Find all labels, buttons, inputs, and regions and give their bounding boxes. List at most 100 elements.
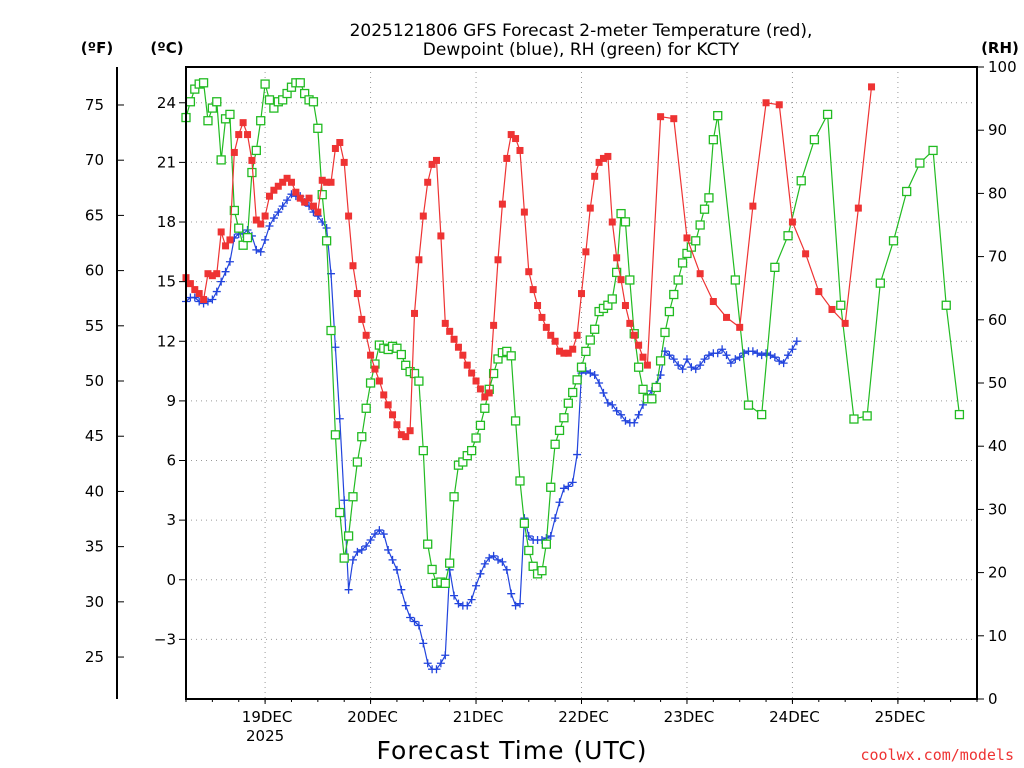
temperature-point [578, 290, 585, 298]
rh-tick-label: 90 [988, 121, 1007, 139]
dewpoint-point [322, 223, 331, 232]
dewpoint-point [225, 257, 234, 266]
rh-point [822, 109, 833, 120]
temperature-point [432, 156, 440, 164]
rh-point [647, 394, 657, 404]
dewpoint-point [682, 355, 691, 364]
temperature-point [569, 345, 577, 353]
temperature-point [683, 234, 691, 242]
dewpoint-point [564, 482, 573, 491]
temperature-point [582, 248, 590, 256]
temperature-point [230, 148, 238, 156]
temperature-point [529, 286, 537, 294]
dewpoint-point [485, 553, 494, 562]
series-dewpoint [182, 190, 801, 674]
dewpoint-point [687, 363, 696, 372]
rh-tick-label: 50 [988, 374, 1007, 392]
dewpoint-point [410, 617, 419, 626]
x-tick-sublabel: 2025 [246, 727, 284, 745]
dewpoint-point [463, 601, 472, 610]
rh-point [708, 135, 718, 145]
dewpoint-point [551, 514, 560, 523]
rh-point [677, 258, 688, 268]
temperature-point [560, 349, 568, 357]
dewpoint-point [502, 565, 511, 574]
fahrenheit-tick-label: 65 [85, 206, 104, 224]
rh-point [480, 403, 490, 413]
dewpoint-point [221, 267, 230, 276]
rh-point [295, 78, 305, 88]
dewpoint-point [480, 559, 489, 568]
celsius-tick-label: 24 [157, 94, 176, 112]
x-tick-label: 23DEC [664, 708, 715, 726]
rh-point [225, 109, 235, 120]
temperature-point [586, 204, 594, 212]
rh-point [203, 116, 213, 126]
dewpoint-point [630, 418, 639, 427]
rh-point [466, 445, 477, 456]
rh-point [616, 208, 626, 219]
rh-point [730, 275, 740, 285]
celsius-tick-label: 3 [166, 511, 176, 529]
dewpoint-point [217, 277, 226, 286]
rh-point [537, 566, 547, 576]
rh-point [471, 433, 481, 443]
series-rh [181, 78, 965, 588]
rh-point [585, 335, 595, 345]
celsius-tick-label: 15 [157, 273, 176, 291]
series-temperature [182, 83, 876, 441]
temperature-point [261, 212, 269, 220]
dewpoint-point [401, 601, 410, 610]
temperature-line [185, 86, 873, 438]
dewpoint-point [617, 410, 626, 419]
rh-point [664, 306, 675, 317]
rh-point [796, 176, 806, 186]
temperature-point [283, 174, 291, 182]
temperature-point [371, 365, 379, 373]
dewpoint-point [494, 555, 503, 564]
dewpoint-point [414, 621, 423, 630]
dewpoint-point [419, 639, 428, 648]
rh-point [343, 531, 354, 541]
temperature-point [402, 433, 410, 441]
temperature-point [450, 335, 458, 343]
temperature-point [349, 262, 357, 270]
dewpoint-point [757, 351, 766, 360]
rh-point [915, 158, 925, 168]
temperature-point [208, 272, 216, 280]
temperature-point [279, 178, 287, 186]
dewpoint-point [498, 557, 507, 566]
rh-point [414, 376, 424, 386]
rh-tick-label: 100 [988, 58, 1017, 76]
rh-point [607, 294, 617, 304]
rh-point [238, 240, 248, 250]
temperature-point [709, 298, 717, 306]
temperature-point [252, 216, 260, 224]
rh-point [572, 375, 582, 385]
dewpoint-point [731, 355, 740, 364]
rh-tick-label: 60 [988, 311, 1007, 329]
rh-point [423, 539, 433, 549]
dewpoint-point [792, 337, 801, 346]
dewpoint-point [269, 214, 278, 223]
temperature-point [485, 389, 493, 397]
dewpoint-point [621, 416, 630, 425]
dewpoint-point [713, 349, 722, 358]
temperature-point [498, 200, 506, 208]
dewpoint-point [331, 343, 340, 352]
dewpoint-point [511, 601, 520, 610]
temperature-point [323, 178, 331, 186]
temperature-point [397, 431, 405, 439]
dewpoint-point [388, 555, 397, 564]
temperature-point [384, 401, 392, 409]
temperature-point [556, 347, 564, 355]
celsius-tick-label: 6 [166, 452, 176, 470]
temperature-point [604, 152, 612, 160]
dewpoint-point [691, 365, 700, 374]
rh-point [427, 564, 437, 575]
dewpoint-point [261, 235, 270, 244]
fahrenheit-tick-label: 35 [85, 538, 104, 556]
temperature-point [270, 186, 278, 194]
rh-tick-label: 10 [988, 627, 1007, 645]
